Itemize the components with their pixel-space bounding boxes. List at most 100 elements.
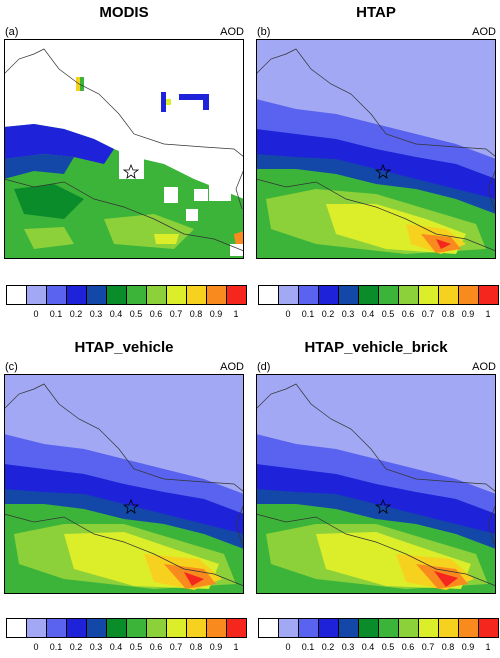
panel-label: (b) — [257, 26, 271, 38]
tick-label: 0.1 — [301, 309, 315, 319]
tick-label: 0.5 — [381, 309, 395, 319]
color-box — [166, 285, 187, 305]
tick-label: 0.7 — [169, 309, 183, 319]
aod-map — [256, 39, 496, 259]
tick-label: 0.7 — [421, 309, 435, 319]
color-box — [338, 618, 359, 638]
color-box — [26, 285, 47, 305]
variable-label: AOD — [220, 26, 244, 38]
tick-label: 0 — [285, 642, 291, 652]
tick-label: 0.2 — [321, 642, 335, 652]
tick-label: 0.8 — [441, 309, 455, 319]
color-box — [278, 618, 299, 638]
colorbar: 0 0.1 0.2 0.3 0.4 0.5 0.6 0.7 0.8 0.9 1 — [258, 285, 499, 325]
tick-label: 0 — [285, 309, 291, 319]
tick-label: 1 — [233, 642, 239, 652]
tick-label: 0.7 — [169, 642, 183, 652]
color-box — [418, 618, 439, 638]
color-box — [398, 285, 419, 305]
color-box — [106, 285, 127, 305]
colorbar-boxes — [6, 618, 247, 638]
tick-label: 0.9 — [209, 642, 223, 652]
tick-label: 0.4 — [109, 309, 123, 319]
color-box — [398, 618, 419, 638]
colorbar-boxes — [258, 285, 499, 305]
color-box — [66, 618, 87, 638]
color-box — [46, 618, 67, 638]
colorbar: 0 0.1 0.2 0.3 0.4 0.5 0.6 0.7 0.8 0.9 1 — [6, 285, 247, 325]
panel-label: (a) — [5, 26, 19, 38]
color-box — [206, 285, 227, 305]
tick-label: 0.4 — [361, 642, 375, 652]
colorbar: 0 0.1 0.2 0.3 0.4 0.5 0.6 0.7 0.8 0.9 1 — [6, 618, 247, 658]
color-box — [146, 618, 167, 638]
color-box — [46, 285, 67, 305]
color-box — [358, 285, 379, 305]
color-box — [126, 285, 147, 305]
color-box — [258, 285, 279, 305]
panel-title: HTAP — [356, 4, 396, 21]
tick-label: 0.6 — [401, 642, 415, 652]
color-box — [66, 285, 87, 305]
color-box — [86, 285, 107, 305]
color-box — [418, 285, 439, 305]
tick-label: 0.2 — [69, 309, 83, 319]
tick-label: 0.6 — [401, 309, 415, 319]
tick-label: 1 — [485, 309, 491, 319]
aod-map-htap-vehicle-brick — [256, 374, 496, 594]
color-box — [478, 285, 499, 305]
variable-label: AOD — [472, 361, 496, 373]
tick-label: 0.3 — [89, 642, 103, 652]
colorbar-boxes — [258, 618, 499, 638]
color-box — [6, 285, 27, 305]
color-box — [318, 618, 339, 638]
panel-title: HTAP_vehicle_brick — [304, 339, 448, 356]
tick-label: 0.1 — [49, 309, 63, 319]
aod-map — [4, 374, 244, 594]
panel-title: MODIS — [99, 4, 149, 21]
tick-label: 0.3 — [341, 642, 355, 652]
aod-map-htap — [256, 39, 496, 259]
color-box — [298, 285, 319, 305]
tick-label: 0 — [33, 642, 39, 652]
tick-label: 0.4 — [109, 642, 123, 652]
variable-label: AOD — [220, 361, 244, 373]
color-box — [186, 285, 207, 305]
tick-label: 0.9 — [461, 642, 475, 652]
panel-label: (d) — [257, 361, 271, 373]
color-box — [478, 618, 499, 638]
tick-label: 0.3 — [89, 309, 103, 319]
colorbar-ticks: 0 0.1 0.2 0.3 0.4 0.5 0.6 0.7 0.8 0.9 1 — [6, 642, 246, 654]
tick-label: 1 — [233, 309, 239, 319]
panel-title: HTAP_vehicle — [74, 339, 174, 356]
aod-map-htap-vehicle — [4, 374, 244, 594]
color-box — [26, 618, 47, 638]
color-box — [378, 618, 399, 638]
color-box — [298, 618, 319, 638]
tick-label: 1 — [485, 642, 491, 652]
tick-label: 0.4 — [361, 309, 375, 319]
aod-map — [4, 39, 244, 259]
color-box — [378, 285, 399, 305]
tick-label: 0.1 — [49, 642, 63, 652]
color-box — [106, 618, 127, 638]
color-box — [206, 618, 227, 638]
color-box — [438, 618, 459, 638]
tick-label: 0.8 — [441, 642, 455, 652]
color-box — [146, 285, 167, 305]
tick-label: 0.6 — [149, 642, 163, 652]
colorbar-ticks: 0 0.1 0.2 0.3 0.4 0.5 0.6 0.7 0.8 0.9 1 — [258, 642, 498, 654]
color-box — [186, 618, 207, 638]
color-box — [166, 618, 187, 638]
variable-label: AOD — [472, 26, 496, 38]
tick-label: 0.3 — [341, 309, 355, 319]
color-box — [86, 618, 107, 638]
color-box — [258, 618, 279, 638]
tick-label: 0.5 — [129, 309, 143, 319]
aod-map — [256, 374, 496, 594]
tick-label: 0 — [33, 309, 39, 319]
color-box — [358, 618, 379, 638]
tick-label: 0.5 — [129, 642, 143, 652]
tick-label: 0.6 — [149, 309, 163, 319]
color-box — [338, 285, 359, 305]
